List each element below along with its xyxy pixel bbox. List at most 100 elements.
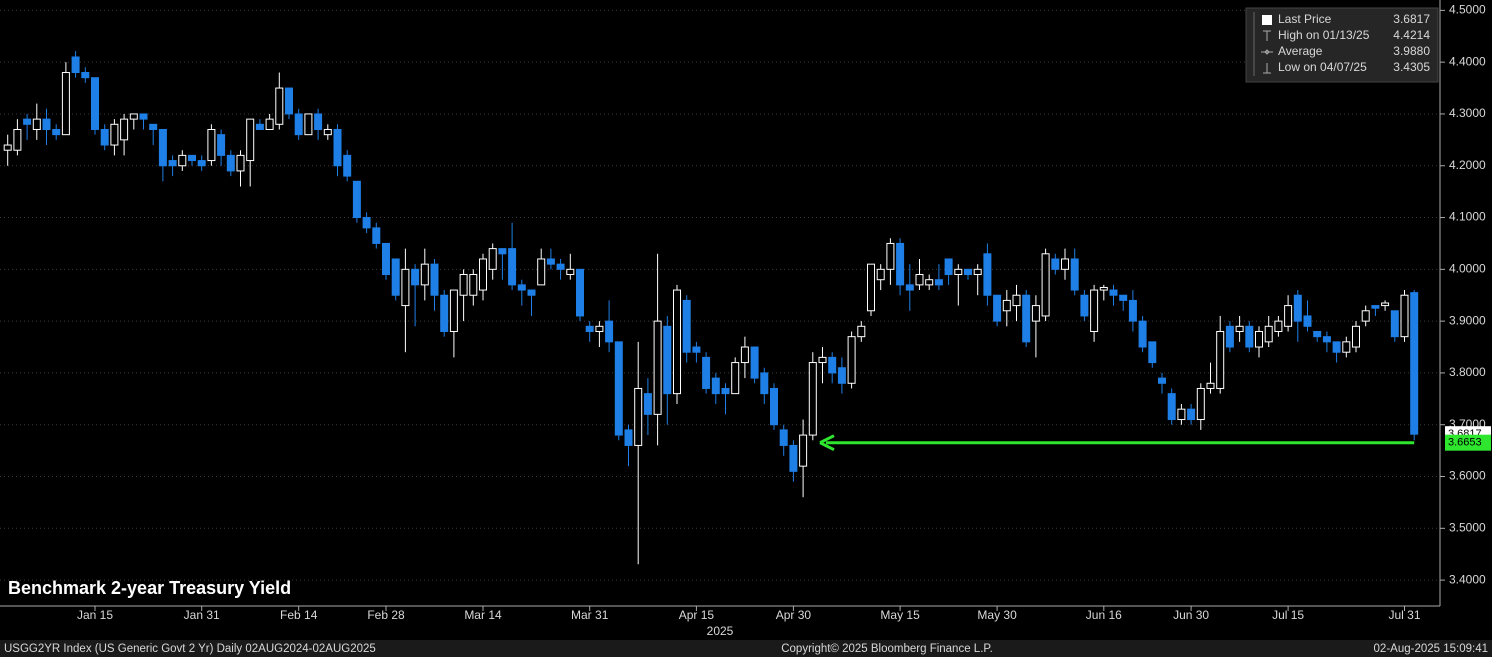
candle-body <box>61 72 70 136</box>
x-tick-label: Jun 16 <box>1086 608 1122 622</box>
candle-body <box>614 341 623 436</box>
candle-body <box>440 294 449 332</box>
candle-body <box>702 356 711 389</box>
candle-body <box>508 248 517 286</box>
legend-value: 4.4214 <box>1393 28 1430 42</box>
candle-body <box>1361 310 1370 322</box>
candle-body <box>1119 294 1128 301</box>
candle-body <box>333 128 342 167</box>
candle-body <box>799 434 808 467</box>
candle-body <box>294 113 303 136</box>
legend-value: 3.9880 <box>1393 44 1430 58</box>
candle-body <box>197 160 206 167</box>
candle-body <box>1216 330 1225 389</box>
legend-label: High on 01/13/25 <box>1278 28 1370 42</box>
candle-body <box>537 258 546 286</box>
x-tick-label: Jul 15 <box>1272 608 1304 622</box>
candle-body <box>789 444 798 472</box>
footer-left: USGG2YR Index (US Generic Govt 2 Yr) Dai… <box>4 643 376 655</box>
y-tick-label: 3.4000 <box>1449 572 1486 586</box>
candle-body <box>857 325 866 338</box>
candle-body <box>818 356 827 364</box>
candle-body <box>585 325 594 332</box>
candle-body <box>624 429 633 446</box>
candle-body <box>692 346 701 353</box>
candle-body <box>750 346 759 379</box>
candle-body <box>1051 258 1060 270</box>
candle-body <box>925 279 934 286</box>
candle-body <box>255 123 264 130</box>
candle-body <box>1313 330 1322 338</box>
candle-body <box>1352 325 1360 348</box>
candle-body <box>837 367 846 384</box>
candle-body <box>1090 289 1099 332</box>
x-tick-label: Mar 14 <box>464 608 502 622</box>
candle-body <box>382 242 390 276</box>
candle-body <box>1099 286 1108 291</box>
candle-body <box>653 320 662 415</box>
candle-body <box>934 279 943 286</box>
candle-body <box>1264 325 1273 343</box>
candle-body <box>217 134 226 156</box>
candle-body <box>876 268 885 281</box>
candle-body <box>1187 408 1196 421</box>
candle-body <box>1255 330 1263 348</box>
legend-box <box>1245 7 1439 83</box>
footer-right: 02-Aug-2025 15:09:41 <box>1374 643 1488 655</box>
candle-body <box>304 113 313 136</box>
candle-body <box>634 387 643 446</box>
candle-body <box>343 154 352 177</box>
candle-body <box>886 242 895 270</box>
candle-body <box>430 263 439 296</box>
legend-icon <box>1263 30 1271 41</box>
candle-body <box>1371 305 1380 309</box>
candle-body <box>13 128 22 151</box>
candle-body <box>498 248 507 255</box>
candle-body <box>158 128 167 167</box>
x-tick-label: Apr 15 <box>679 608 715 622</box>
y-tick-label: 4.0000 <box>1449 262 1486 276</box>
legend-label: Average <box>1278 44 1323 58</box>
candle-body <box>81 72 90 79</box>
candle-body <box>828 356 837 374</box>
candle-body <box>285 87 293 115</box>
candle-body <box>1284 305 1293 327</box>
annotation-arrowhead <box>819 434 835 452</box>
candle-body <box>779 429 788 446</box>
candle-body <box>1322 336 1331 343</box>
candle-body <box>91 77 99 130</box>
candle-body <box>488 248 497 270</box>
x-tick-label: Jan 15 <box>77 608 113 622</box>
candle-body <box>120 118 129 141</box>
legend-label: Last Price <box>1278 12 1332 26</box>
candle-body <box>546 258 555 265</box>
candle-body <box>1022 294 1031 343</box>
y-tick-label: 4.2000 <box>1449 158 1486 172</box>
candle-body <box>188 154 196 162</box>
candle-body <box>71 56 80 74</box>
candle-body <box>352 180 361 219</box>
candle-body <box>323 128 332 136</box>
legend-label: Low on 04/07/25 <box>1278 60 1367 74</box>
x-tick-label: Mar 31 <box>571 608 609 622</box>
candle-body <box>964 268 972 276</box>
candle-body <box>517 284 526 291</box>
x-tick-label: Jan 31 <box>184 608 220 622</box>
candle-body <box>246 118 255 162</box>
y-tick-label: 4.3000 <box>1449 106 1486 120</box>
candle-body <box>1196 387 1205 421</box>
candle-body <box>1002 299 1011 312</box>
candle-body <box>207 128 216 162</box>
y-tick-label: 4.1000 <box>1449 210 1486 224</box>
candle-body <box>226 154 235 172</box>
candle-body <box>149 123 158 130</box>
candle-body <box>23 118 32 125</box>
x-tick-label: Apr 30 <box>776 608 812 622</box>
candle-body <box>973 268 982 276</box>
legend-value: 3.6817 <box>1393 12 1430 26</box>
candle-body <box>1342 341 1351 353</box>
candle-body <box>3 144 12 151</box>
y-tick-label: 3.6000 <box>1449 469 1486 483</box>
y-tick-label: 4.5000 <box>1449 3 1486 17</box>
candle-body <box>808 362 817 436</box>
